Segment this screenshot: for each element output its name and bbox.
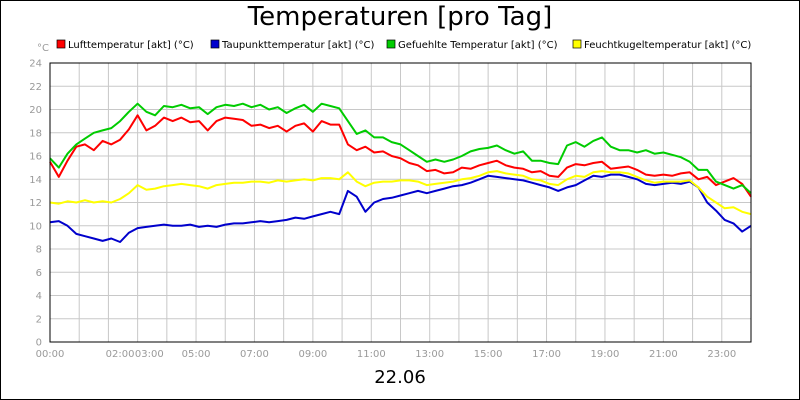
x-tick-label: 02:00 bbox=[106, 349, 135, 360]
x-tick-label: 11:00 bbox=[357, 349, 386, 360]
x-tick-label: 05:00 bbox=[182, 349, 211, 360]
legend-swatch bbox=[386, 39, 396, 49]
y-tick-label: 14 bbox=[29, 175, 42, 186]
x-tick-label: 00:00 bbox=[36, 349, 65, 360]
legend-swatch bbox=[56, 39, 66, 49]
y-tick-label: 4 bbox=[36, 291, 42, 302]
plot-area-border bbox=[49, 62, 752, 343]
series-line-1 bbox=[49, 114, 752, 198]
series-line-4 bbox=[49, 170, 752, 216]
legend-label: Lufttemperatur [akt] (°C) bbox=[68, 40, 194, 51]
legend: Lufttemperatur [akt] (°C) Taupunkttempera… bbox=[56, 39, 751, 51]
date-label: 22.06 bbox=[374, 367, 426, 388]
legend-swatch bbox=[572, 39, 582, 49]
y-unit-label: °C bbox=[37, 43, 49, 54]
x-tick-label: 09:00 bbox=[298, 349, 327, 360]
y-tick-label: 16 bbox=[29, 152, 42, 163]
legend-label: Feuchtkugeltemperatur [akt] (°C) bbox=[584, 40, 751, 51]
x-tick-label: 23:00 bbox=[707, 349, 736, 360]
y-tick-label: 22 bbox=[29, 82, 42, 93]
y-tick-label: 12 bbox=[29, 198, 42, 209]
series-line-3 bbox=[49, 102, 752, 194]
y-tick-label: 10 bbox=[29, 221, 42, 232]
y-tick-label: 24 bbox=[29, 59, 42, 70]
y-tick-label: 8 bbox=[36, 245, 42, 256]
chart-title: Temperaturen [pro Tag] bbox=[247, 2, 553, 32]
y-tick-label: 0 bbox=[36, 338, 42, 349]
y-tick-label: 20 bbox=[29, 105, 42, 116]
x-tick-label: 17:00 bbox=[532, 349, 561, 360]
grid bbox=[50, 62, 751, 343]
x-tick-label: 19:00 bbox=[591, 349, 620, 360]
legend-label: Taupunkttemperatur [akt] (°C) bbox=[221, 40, 374, 51]
x-tick-label: 15:00 bbox=[474, 349, 503, 360]
series-lines bbox=[49, 102, 752, 243]
y-tick-label: 2 bbox=[36, 314, 42, 325]
x-tick-label: 07:00 bbox=[240, 349, 269, 360]
legend-label: Gefuehlte Temperatur [akt] (°C) bbox=[398, 40, 558, 51]
x-tick-label: 03:00 bbox=[135, 349, 164, 360]
y-tick-label: 18 bbox=[29, 128, 42, 139]
y-tick-label: 6 bbox=[36, 268, 42, 279]
x-tick-label: 21:00 bbox=[649, 349, 678, 360]
legend-swatch bbox=[210, 39, 220, 49]
x-tick-label: 13:00 bbox=[415, 349, 444, 360]
series-line-2 bbox=[49, 173, 752, 243]
